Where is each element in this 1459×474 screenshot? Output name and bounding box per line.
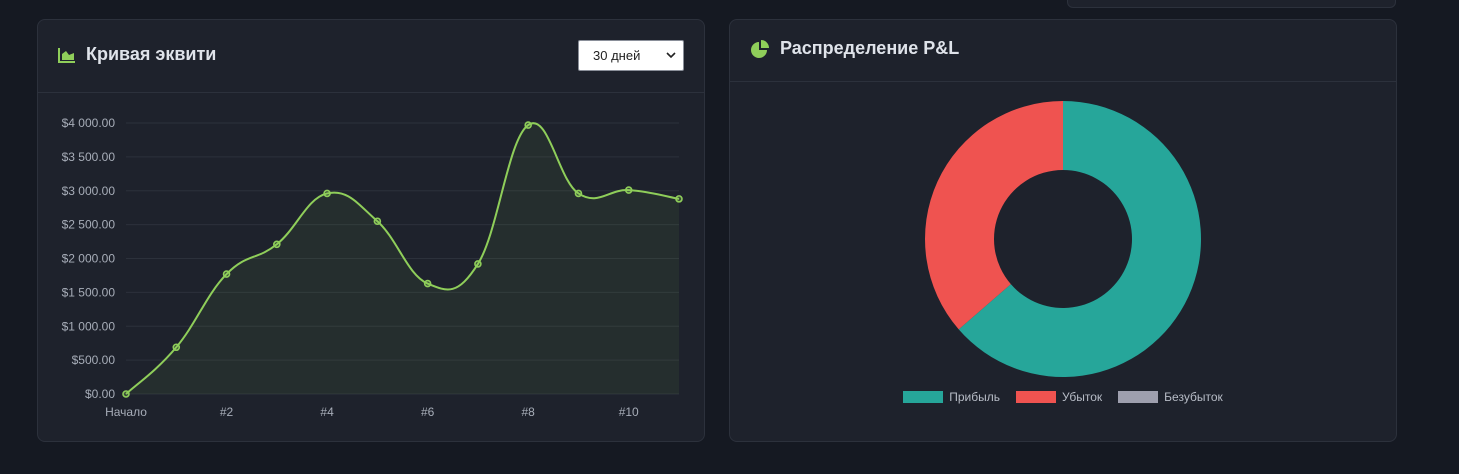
legend-label: Безубыток	[1164, 390, 1223, 404]
y-tick-label: $2 000.00	[62, 252, 116, 266]
legend-label: Прибыль	[949, 390, 1001, 404]
equity-series-line	[125, 122, 680, 395]
period-select[interactable]: 30 дней	[578, 40, 684, 71]
pie-chart-icon	[751, 39, 769, 58]
equity-data-point[interactable]	[675, 195, 683, 203]
period-select-value: 30 дней	[593, 48, 641, 63]
pnl-slice-1[interactable]	[925, 101, 1063, 330]
legend-swatch	[903, 391, 944, 403]
pnl-card-title: Распределение P&L	[750, 38, 959, 59]
x-tick-label: #6	[421, 405, 435, 419]
legend-swatch	[1118, 391, 1159, 403]
pnl-card-header: Распределение P&L	[730, 20, 1396, 82]
y-tick-label: $1 500.00	[62, 285, 116, 299]
equity-chart: $0.00 $500.00 $1 000.00 $1 500.00 $2 000.00 $…	[62, 116, 683, 419]
x-tick-label: #10	[619, 405, 639, 419]
equity-card-title: Кривая эквити	[58, 44, 216, 65]
equity-data-point[interactable]	[323, 189, 331, 198]
equity-data-point[interactable]	[373, 217, 382, 226]
equity-data-point[interactable]	[524, 121, 532, 129]
equity-card-header: Кривая эквити 30 дней	[38, 20, 704, 93]
y-tick-label: $500.00	[72, 353, 116, 367]
equity-data-point[interactable]	[222, 270, 231, 278]
pnl-legend: Прибыль Убыток Безубыток	[730, 390, 1396, 404]
equity-data-point[interactable]	[474, 260, 482, 268]
equity-data-point[interactable]	[574, 189, 583, 198]
x-tick-label: #2	[220, 405, 234, 419]
equity-curve-card: Кривая эквити 30 дней $0.00 $500.00 $1 000…	[37, 19, 705, 442]
top-panel-edge	[1067, 0, 1396, 8]
legend-item[interactable]: Убыток	[1016, 390, 1102, 404]
y-tick-label: $1 000.00	[62, 319, 116, 333]
y-tick-label: $3 000.00	[62, 184, 116, 198]
equity-data-point[interactable]	[423, 279, 432, 288]
y-tick-label: $0.00	[85, 387, 115, 401]
area-chart-icon	[58, 47, 75, 63]
equity-area-fill	[126, 123, 679, 395]
equity-data-point[interactable]	[172, 343, 181, 352]
chevron-down-icon	[666, 52, 676, 59]
equity-title-text: Кривая эквити	[86, 44, 217, 64]
legend-item[interactable]: Прибыль	[903, 390, 1000, 404]
x-tick-label: #4	[320, 405, 334, 419]
x-tick-label: Начало	[105, 405, 147, 419]
equity-data-point[interactable]	[273, 240, 281, 249]
legend-swatch	[1016, 391, 1057, 403]
equity-data-point[interactable]	[624, 186, 633, 194]
y-tick-label: $4 000.00	[62, 116, 116, 130]
y-tick-label: $2 500.00	[62, 218, 116, 232]
pnl-title-text: Распределение P&L	[780, 38, 960, 58]
pnl-distribution-card: Распределение P&L Прибыль Убыток Безубыток	[729, 19, 1397, 442]
equity-data-point[interactable]	[122, 390, 130, 398]
y-tick-label: $3 500.00	[62, 150, 116, 164]
legend-label: Убыток	[1062, 390, 1103, 404]
x-tick-label: #8	[522, 405, 536, 419]
legend-item[interactable]: Безубыток	[1118, 390, 1223, 404]
pnl-slice-0[interactable]	[958, 101, 1201, 377]
pnl-donut-chart	[925, 101, 1201, 377]
